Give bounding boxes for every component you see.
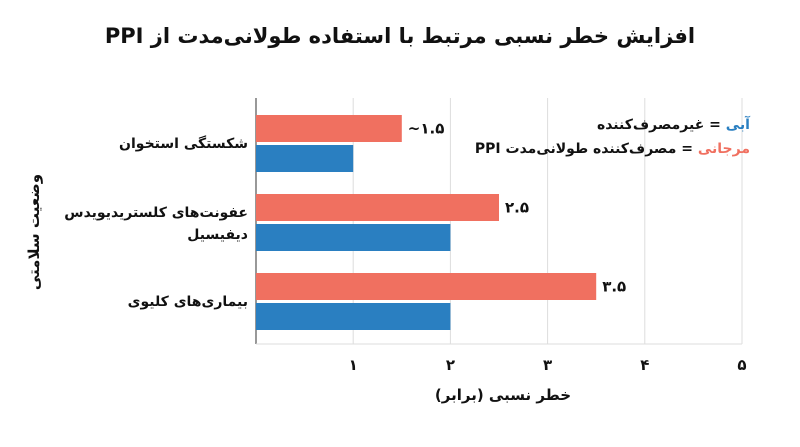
data-label-coral-2: ۲.۵ [505, 199, 529, 217]
x-axis-label: خطر نسبی (برابر) [434, 386, 572, 404]
x-tick-label-2: ۲ [446, 356, 455, 374]
category-label-kidney-disease: بیماری‌های کلیوی [127, 294, 248, 310]
bar-coral-3 [256, 273, 597, 300]
bar-coral-1 [256, 115, 402, 142]
x-tick-label-5: ۵ [737, 356, 746, 374]
legend-color-word-coral: مرجانی [697, 141, 750, 157]
legend-text-long-term-user: = مصرف‌کننده طولانی‌مدت PPI [474, 141, 698, 157]
legend-entry-non-user: آبی = غیرمصرف‌کننده [475, 113, 750, 137]
legend-text-non-user: = غیرمصرف‌کننده [596, 117, 726, 133]
bar-blue-3 [256, 303, 451, 330]
category-label-bone-fracture: شکستگی استخوان [119, 136, 248, 152]
x-tick-label-4: ۴ [640, 356, 649, 374]
legend: آبی = غیرمصرف‌کننده مرجانی = مصرف‌کننده … [475, 113, 750, 161]
legend-entry-long-term-user: مرجانی = مصرف‌کننده طولانی‌مدت PPI [475, 137, 750, 161]
data-label-coral-3: ۳.۵ [602, 278, 626, 296]
x-tick-label-1: ۱ [349, 356, 358, 374]
bar-blue-1 [256, 145, 354, 172]
chart-title: افزایش خطر نسبی مرتبط با استفاده طولانی‌… [104, 24, 696, 48]
y-axis-label: وضعیت سلامتی [25, 173, 43, 291]
data-label-coral-1: ~۱.۵ [408, 120, 445, 138]
x-tick-label-3: ۳ [543, 356, 552, 374]
bar-coral-2 [256, 194, 499, 221]
legend-color-word-blue: آبی [725, 117, 750, 133]
category-label-c-difficile: عفونت‌های کلستریدیویدس دیفیسیل [64, 205, 248, 243]
bar-blue-2 [256, 224, 451, 251]
